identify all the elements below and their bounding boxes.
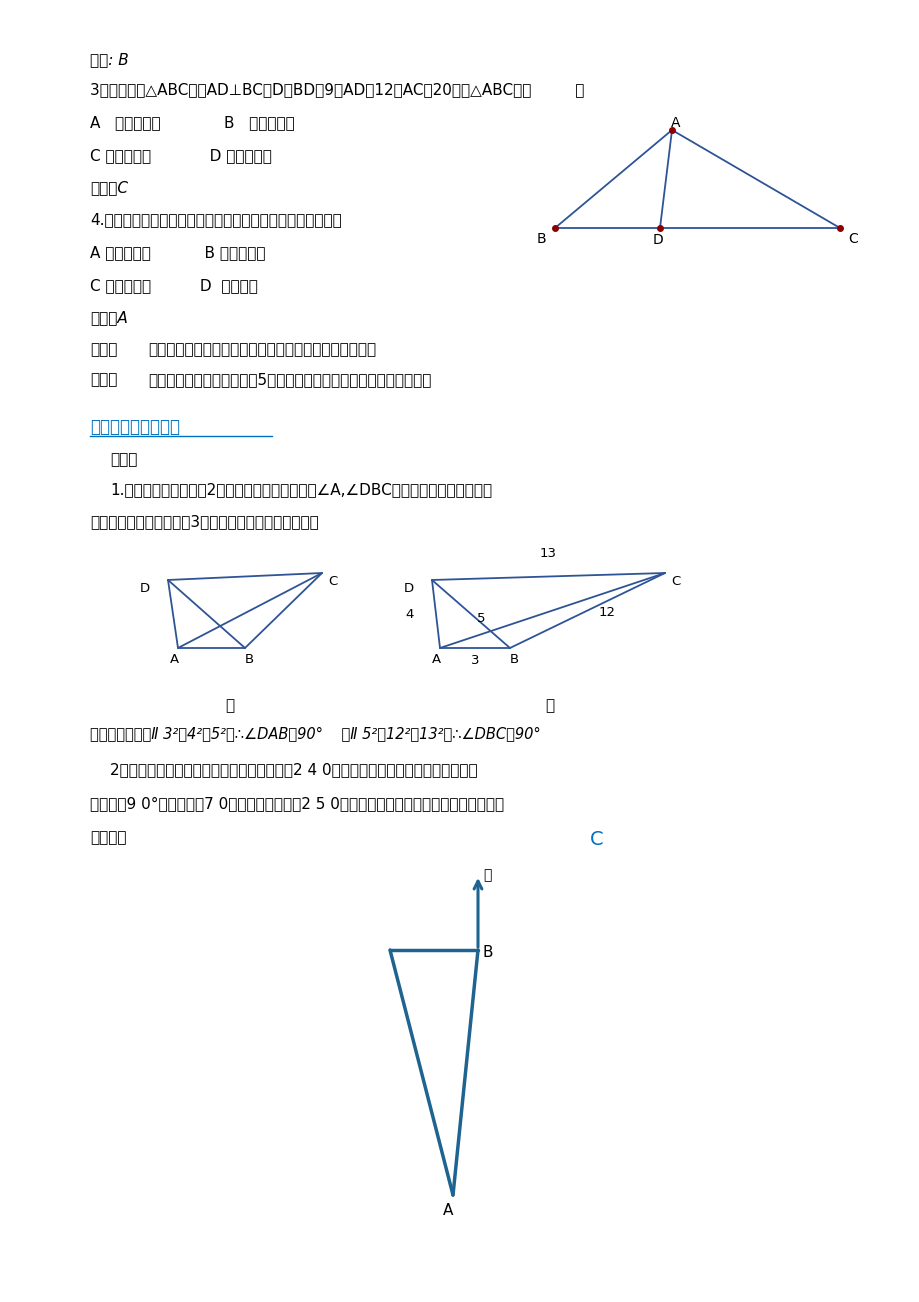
Text: 解答: B: 解答: B (90, 52, 129, 66)
Text: 解答：符合规定Ⅱ 3²＋4²＝5²，∴∠DAB＝90°    又Ⅱ 5²＋12²＝13²，∴∠DBC＝90°: 解答：符合规定Ⅱ 3²＋4²＝5²，∴∠DAB＝90° 又Ⅱ 5²＋12²＝13… (90, 727, 540, 741)
Text: 第四环节：登高望远: 第四环节：登高望远 (90, 418, 180, 436)
Text: 每题都规定学生独立完毕（5分钟），并指出各题分别用了哪些知识。: 每题都规定学生独立完毕（5分钟），并指出各题分别用了哪些知识。 (148, 372, 431, 387)
Text: 4.将直角三角形的三边扩大相似的倍数后，得到的三角形是（: 4.将直角三角形的三边扩大相似的倍数后，得到的三角形是（ (90, 212, 341, 227)
Text: A: A (169, 654, 178, 667)
Text: 得这个零件各边尺寸如图3所示，这个零件符合规定吗？: 得这个零件各边尺寸如图3所示，这个零件符合规定吗？ (90, 514, 318, 529)
Text: 12: 12 (598, 605, 615, 618)
Text: C: C (847, 232, 857, 246)
Text: 3．如图，在△ABC中，AD⊥BC于D，BD＝9，AD＝12，AC＝20，则△ABC是（         ）: 3．如图，在△ABC中，AD⊥BC于D，BD＝9，AD＝12，AC＝20，则△A… (90, 82, 584, 98)
Text: A 直角三角形           B 锐角三角形: A 直角三角形 B 锐角三角形 (90, 245, 266, 260)
Text: B: B (509, 654, 518, 667)
Text: C 直角三角形            D 钝角三角形: C 直角三角形 D 钝角三角形 (90, 148, 272, 163)
Text: 2．一艘在海上朝正北方向航行的轮船，航行2 4 0海里时方位仪坏了，凭经验，船长指: 2．一艘在海上朝正北方向航行的轮船，航行2 4 0海里时方位仪坏了，凭经验，船长… (110, 762, 477, 777)
Text: D: D (652, 233, 663, 247)
Text: 图: 图 (545, 698, 554, 713)
Text: 挥船左传9 0°，继续航行7 0海里，则距出发地2 5 0海里，你能判断船转弯后，与否沿正西方: 挥船左传9 0°，继续航行7 0海里，则距出发地2 5 0海里，你能判断船转弯后… (90, 796, 504, 811)
Text: 解答：C: 解答：C (90, 180, 128, 195)
Text: 13: 13 (539, 547, 556, 560)
Text: B: B (482, 945, 493, 960)
Text: 意图：: 意图： (90, 342, 118, 357)
Text: 5: 5 (476, 612, 484, 625)
Text: C: C (589, 829, 603, 849)
Text: D: D (140, 582, 150, 595)
Text: A   等腰三角形             B   锐角三角形: A 等腰三角形 B 锐角三角形 (90, 115, 294, 130)
Text: C: C (328, 575, 337, 589)
Text: 解答：A: 解答：A (90, 310, 128, 326)
Text: 向航行？: 向航行？ (90, 829, 127, 845)
Text: 北: 北 (482, 868, 491, 881)
Text: 4: 4 (405, 608, 414, 621)
Text: A: A (442, 1203, 453, 1217)
Text: 通过练习，加强对勾股定理及勾股定理逆定理结识及应用: 通过练习，加强对勾股定理及勾股定理逆定理结识及应用 (148, 342, 376, 357)
Text: C 钝角三角形          D  不能拟定: C 钝角三角形 D 不能拟定 (90, 279, 257, 293)
Text: 内容：: 内容： (110, 452, 137, 467)
Text: B: B (244, 654, 254, 667)
Text: 1.一种零件的形状如图2所示，按规定这个零件中∠A,∠DBC都应是直角。工人师傅量: 1.一种零件的形状如图2所示，按规定这个零件中∠A,∠DBC都应是直角。工人师傅… (110, 482, 492, 497)
Text: B: B (536, 232, 545, 246)
Text: 图: 图 (225, 698, 234, 713)
Text: 3: 3 (471, 654, 479, 667)
Text: 效果：: 效果： (90, 372, 118, 387)
Text: A: A (671, 116, 680, 130)
Text: C: C (670, 575, 679, 589)
Text: D: D (403, 582, 414, 595)
Text: A: A (431, 654, 440, 667)
